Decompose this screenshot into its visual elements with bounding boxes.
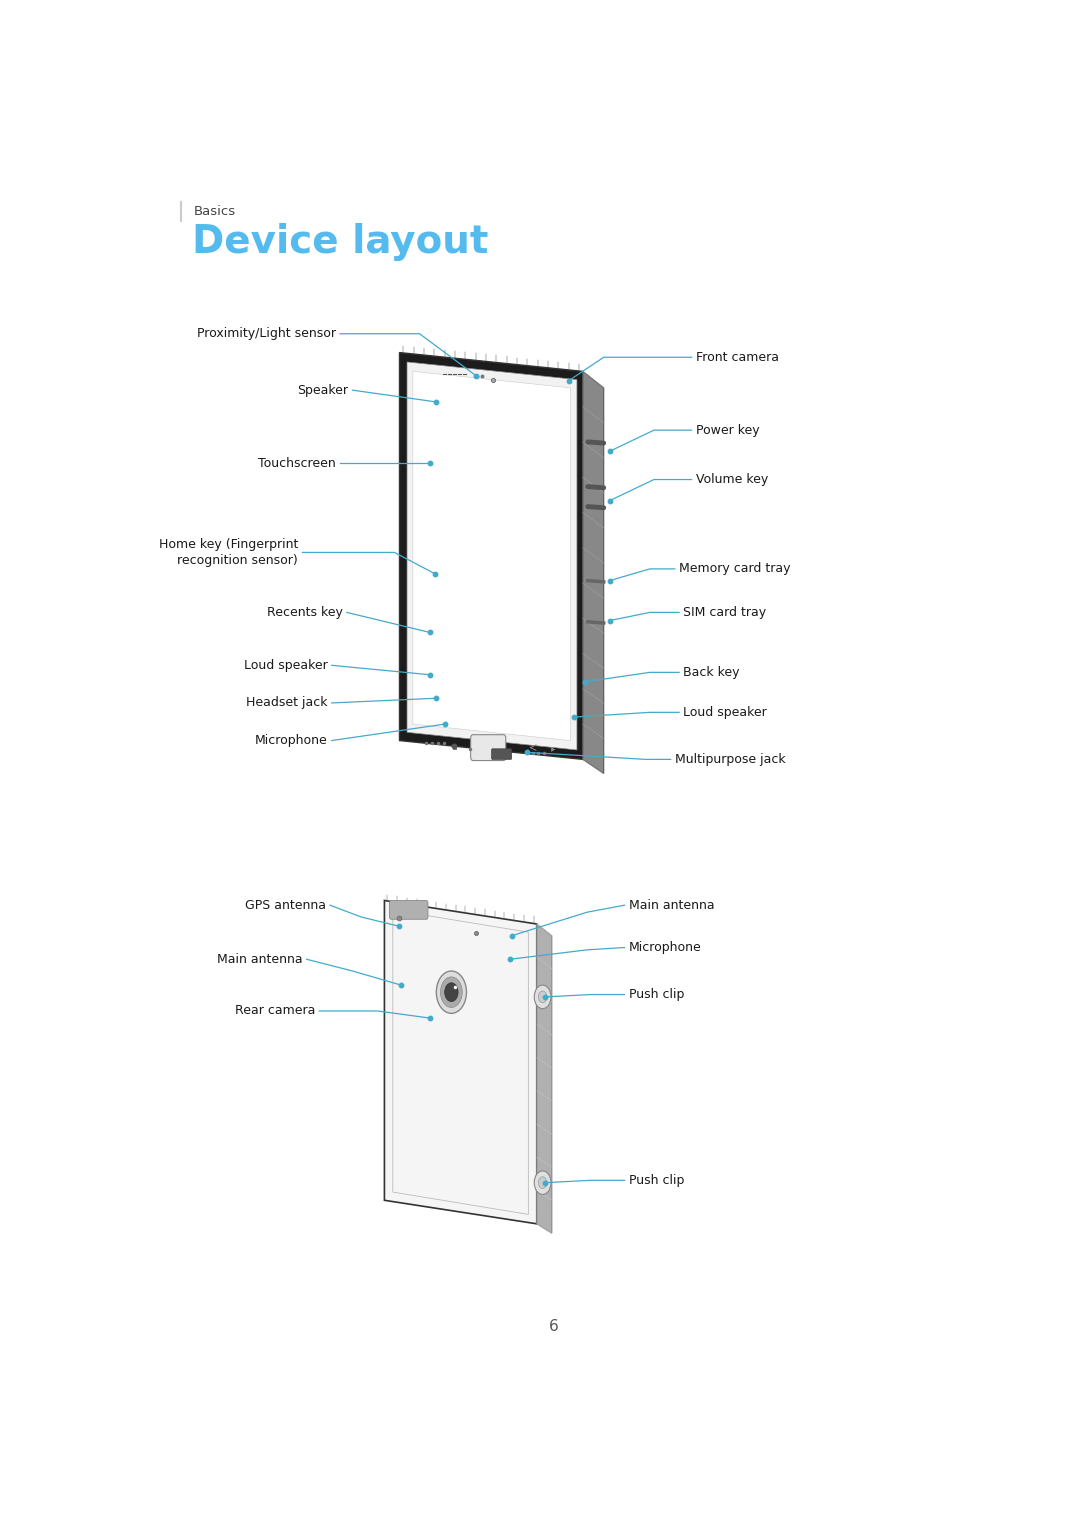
Text: Main antenna: Main antenna [629,899,715,912]
Polygon shape [407,362,577,750]
Circle shape [441,977,462,1008]
Text: Multipurpose jack: Multipurpose jack [675,753,785,767]
Text: Volume key: Volume key [696,473,768,486]
Circle shape [539,1177,546,1188]
Text: Microphone: Microphone [255,734,327,747]
Polygon shape [583,371,604,774]
Text: Main antenna: Main antenna [217,953,302,965]
Circle shape [535,1171,551,1194]
Text: Push clip: Push clip [629,1174,685,1186]
FancyBboxPatch shape [491,748,512,759]
Text: Push clip: Push clip [629,988,685,1002]
Text: 6: 6 [549,1319,558,1333]
Text: Touchscreen: Touchscreen [258,457,336,470]
FancyBboxPatch shape [390,901,428,919]
Text: Recents key: Recents key [267,606,342,618]
Polygon shape [413,371,570,741]
Text: Back key: Back key [684,666,740,680]
Text: SIM card tray: SIM card tray [684,606,767,618]
Text: GPS antenna: GPS antenna [245,899,326,912]
Text: Front camera: Front camera [696,351,779,363]
Polygon shape [537,924,552,1234]
Text: Headset jack: Headset jack [246,696,327,710]
Circle shape [535,985,551,1009]
Circle shape [436,971,467,1014]
Text: Microphone: Microphone [629,941,702,954]
FancyBboxPatch shape [471,734,505,760]
Text: Proximity/Light sensor: Proximity/Light sensor [197,327,336,341]
Text: Device layout: Device layout [192,223,488,261]
Circle shape [539,991,546,1003]
Polygon shape [400,353,583,759]
Text: Basics: Basics [193,205,235,218]
Text: Rear camera: Rear camera [234,1005,315,1017]
Text: Home key (Fingerprint
recognition sensor): Home key (Fingerprint recognition sensor… [159,538,298,567]
Text: Loud speaker: Loud speaker [244,658,327,672]
Text: Memory card tray: Memory card tray [679,562,791,576]
Text: Loud speaker: Loud speaker [684,705,767,719]
Text: Speaker: Speaker [297,383,349,397]
Circle shape [445,983,458,1002]
Polygon shape [384,901,537,1223]
Text: Power key: Power key [696,423,759,437]
